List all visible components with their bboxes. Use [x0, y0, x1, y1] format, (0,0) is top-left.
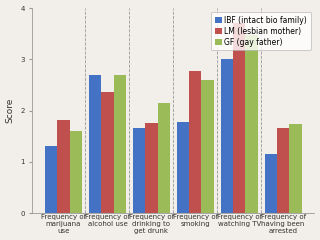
- Bar: [277, 128, 289, 213]
- Bar: [245, 35, 258, 213]
- Bar: [202, 80, 214, 213]
- Bar: [101, 92, 114, 213]
- Bar: [70, 131, 82, 213]
- Bar: [145, 123, 157, 213]
- Bar: [177, 122, 189, 213]
- Bar: [89, 75, 101, 213]
- Bar: [45, 146, 57, 213]
- Y-axis label: Score: Score: [5, 98, 14, 123]
- Bar: [233, 24, 245, 213]
- Bar: [57, 120, 70, 213]
- Bar: [133, 128, 145, 213]
- Legend: IBF (intact bio family), LM (lesbian mother), GF (gay father): IBF (intact bio family), LM (lesbian mot…: [211, 12, 311, 50]
- Bar: [114, 75, 126, 213]
- Bar: [265, 154, 277, 213]
- Bar: [221, 59, 233, 213]
- Bar: [157, 103, 170, 213]
- Bar: [289, 124, 302, 213]
- Bar: [189, 71, 202, 213]
